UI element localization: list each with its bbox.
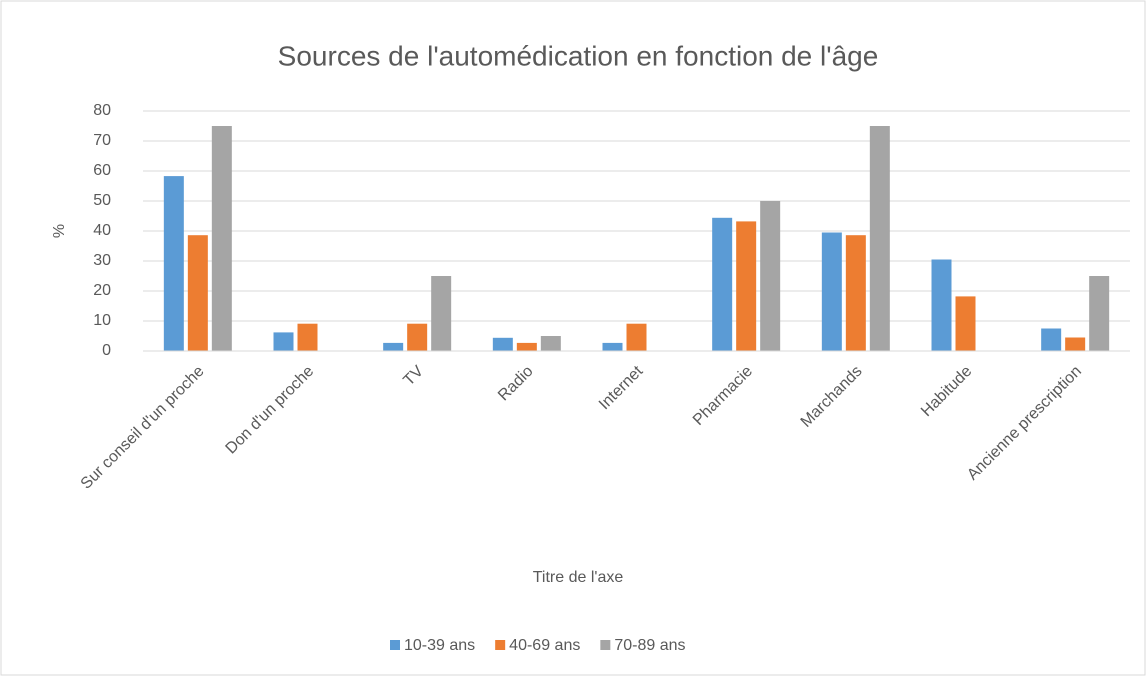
bar [1065, 337, 1086, 351]
legend-swatch [600, 640, 611, 650]
bar [626, 323, 647, 351]
y-tick-label: 10 [93, 312, 111, 329]
y-tick-label: 30 [93, 252, 111, 269]
legend-label: 40-69 ans [509, 637, 580, 654]
legend-label: 10-39 ans [404, 637, 475, 654]
y-tick-label: 0 [102, 342, 111, 359]
bar [297, 323, 318, 351]
y-axis-title: % [51, 224, 68, 238]
bar [955, 296, 976, 351]
bar [1041, 328, 1062, 351]
bar [845, 235, 866, 351]
bar [821, 232, 842, 351]
bar [407, 323, 428, 351]
legend-swatch [390, 640, 400, 650]
bar [540, 336, 561, 351]
y-tick-label: 50 [93, 192, 111, 209]
x-axis-title: Titre de l'axe [533, 569, 624, 586]
y-tick-label: 20 [93, 282, 111, 299]
chart-title: Sources de l'automédication en fonction … [278, 40, 879, 71]
bar [163, 176, 184, 351]
bar [736, 221, 757, 351]
legend-swatch [495, 640, 506, 650]
bar [187, 235, 208, 351]
y-tick-label: 40 [93, 222, 111, 239]
y-tick-label: 60 [93, 162, 111, 179]
bar [602, 342, 623, 351]
bar [383, 342, 404, 351]
bar [869, 126, 890, 351]
bar [712, 217, 733, 351]
y-tick-label: 70 [93, 132, 111, 149]
bar [1089, 276, 1110, 351]
bar [431, 276, 452, 351]
bar [273, 332, 294, 351]
y-tick-label: 80 [93, 102, 111, 119]
bar [931, 259, 952, 351]
bar [760, 201, 781, 351]
bar [492, 337, 513, 351]
bar [516, 342, 537, 351]
legend-label: 70-89 ans [614, 637, 685, 654]
bar [211, 126, 232, 351]
